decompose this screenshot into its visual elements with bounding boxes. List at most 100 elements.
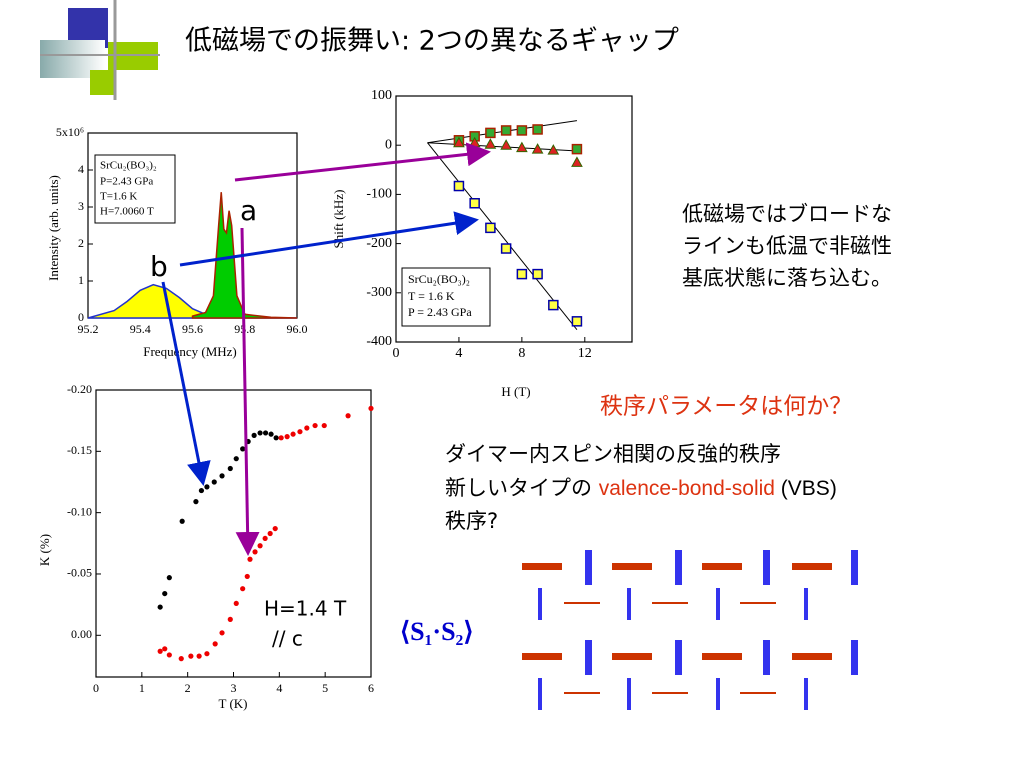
dimer-bar (740, 602, 776, 604)
point (188, 653, 194, 659)
dimer-bar (627, 678, 631, 710)
dimer-bar (627, 588, 631, 620)
point (571, 316, 583, 327)
point (484, 138, 497, 149)
dimer-bar (652, 692, 688, 694)
dimer-bar (763, 550, 770, 585)
y-tick-label: -0.15 (67, 443, 92, 457)
point (227, 465, 233, 472)
x-tick-label: 6 (368, 681, 374, 695)
point (257, 430, 263, 436)
point (548, 299, 559, 311)
body-text: (VBS) (775, 477, 837, 500)
y-tick-label: 1 (78, 273, 84, 287)
plot-frame (395, 95, 633, 343)
label-a: a (240, 194, 257, 227)
point (571, 143, 583, 155)
point (368, 405, 374, 411)
point (193, 499, 199, 505)
point (233, 456, 239, 462)
annotation: H=1.4 T (264, 597, 347, 621)
y-tick-label: 5x10⁶ (56, 125, 84, 139)
point (166, 652, 172, 658)
x-axis-label: H (T) (501, 384, 530, 399)
point (179, 518, 185, 524)
point (284, 434, 290, 440)
point (219, 473, 225, 479)
dimer-bar (585, 640, 592, 675)
annotation-box (401, 267, 491, 327)
x-tick-label: 95.2 (78, 322, 99, 336)
side-note: ラインも低温で非磁性 (682, 234, 892, 258)
dimer-bar (763, 640, 770, 675)
arrows (161, 142, 491, 556)
annotation: H=7.0060 T (100, 206, 154, 218)
dimer-bar (652, 602, 688, 604)
x-tick-label: 96.0 (287, 322, 308, 336)
point (304, 425, 310, 431)
point (268, 431, 274, 437)
y-tick-label: -0.10 (67, 504, 92, 518)
point (252, 549, 258, 555)
point (240, 446, 246, 452)
dimer-bar (675, 640, 682, 675)
dimer-bar (792, 653, 832, 660)
dimer-bar (612, 653, 652, 660)
point (251, 432, 257, 438)
dimer-bar (804, 588, 808, 620)
y-axis-label: Intensity (arb. units) (46, 175, 61, 281)
point (219, 630, 225, 636)
point (532, 268, 543, 280)
annotation: // c (272, 627, 303, 651)
annotation: T=1.6 K (100, 191, 137, 203)
point (240, 586, 246, 592)
point (198, 487, 205, 494)
x-tick-label: 1 (139, 681, 145, 695)
dimer-bar (851, 550, 858, 585)
body-line: ダイマー内スピン相関の反強的秩序 (445, 442, 781, 466)
y-tick-label: -0.20 (67, 382, 92, 396)
dimer-bar (612, 563, 652, 570)
point (204, 651, 210, 657)
point (157, 604, 163, 610)
x-tick-label: 0 (393, 346, 400, 361)
x-tick-label: 0 (93, 681, 99, 695)
point (196, 653, 202, 659)
point (469, 198, 480, 209)
point (211, 479, 217, 485)
dimer-bar (716, 588, 720, 620)
label-b: b (150, 250, 168, 283)
annotation: P=2.43 GPa (100, 176, 153, 188)
spectrum-area (87, 283, 297, 319)
point (485, 127, 496, 139)
point (247, 556, 253, 562)
point (500, 125, 512, 136)
point (272, 525, 278, 532)
body-line: 秩序? (445, 509, 498, 533)
point (453, 136, 465, 148)
y-tick-label: -400 (366, 334, 392, 349)
body-text: 新しいタイプの (445, 476, 599, 500)
x-tick-label: 2 (185, 681, 191, 695)
dimer-bar (522, 653, 562, 660)
point (162, 646, 168, 652)
point (157, 648, 163, 654)
point (500, 243, 512, 254)
point (500, 139, 512, 150)
side-note: 低磁場ではブロードな (682, 202, 892, 226)
dimer-bar (851, 640, 858, 675)
annotation: P = 2.43 GPa (408, 305, 472, 319)
annotation: SrCu₂(BO₃)₂ (100, 160, 157, 172)
logo (40, 0, 160, 100)
point (233, 600, 239, 607)
dimer-bar (702, 653, 742, 660)
point (571, 156, 583, 167)
x-axis-label: T (K) (218, 696, 247, 711)
point (297, 429, 303, 435)
dimer-bar (740, 692, 776, 694)
y-tick-label: -0.05 (67, 566, 92, 580)
y-tick-label: 2 (78, 236, 84, 250)
question: 秩序パラメータは何か？ (600, 394, 852, 420)
point (278, 435, 284, 441)
